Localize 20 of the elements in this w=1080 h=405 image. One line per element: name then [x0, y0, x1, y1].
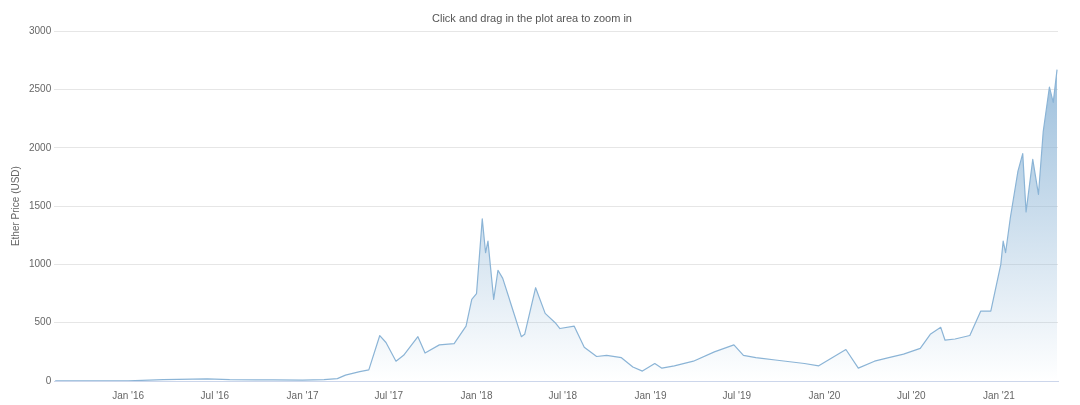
y-tick-label: 3000 — [29, 24, 52, 36]
x-tick-label: Jul '20 — [896, 389, 926, 401]
x-tick-label: Jul '17 — [374, 389, 404, 401]
x-tick-label: Jul '16 — [200, 389, 230, 401]
x-tick-label: Jan '21 — [982, 389, 1016, 401]
x-tick-label: Jan '16 — [112, 389, 145, 401]
x-tick-label: Jul '19 — [722, 389, 752, 401]
y-tick-label: 2000 — [29, 141, 52, 153]
x-tick-label: Jan '18 — [460, 389, 493, 401]
y-tick-label: 500 — [34, 316, 52, 328]
x-tick-label: Jan '17 — [286, 389, 319, 401]
chart-subtitle: Click and drag in the plot area to zoom in — [432, 11, 632, 24]
y-tick-label: 1000 — [29, 258, 52, 270]
y-axis-title: Ether Price (USD) — [9, 166, 21, 247]
y-tick-label: 0 — [45, 374, 52, 386]
x-tick-label: Jan '19 — [634, 389, 667, 401]
x-tick-label: Jan '20 — [808, 389, 841, 401]
y-tick-label: 2500 — [29, 83, 52, 95]
x-tick-label: Jul '18 — [548, 389, 578, 401]
y-tick-label: 1500 — [29, 199, 52, 211]
